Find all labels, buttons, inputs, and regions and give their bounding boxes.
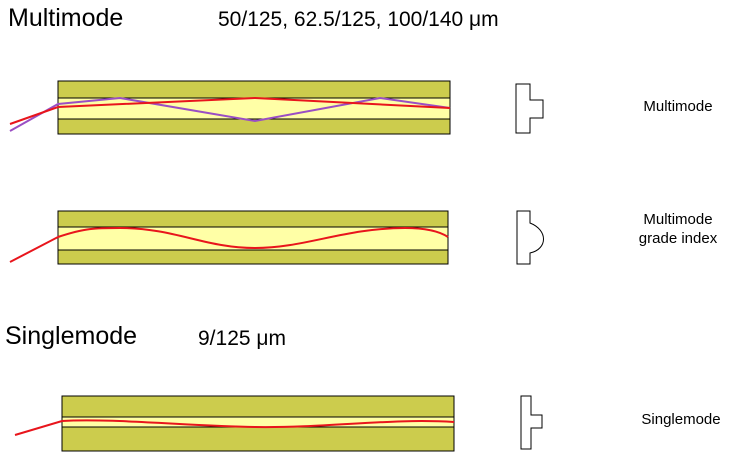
cladding-top	[58, 211, 448, 227]
multimode-graded-fiber	[9, 210, 449, 265]
core	[62, 417, 454, 427]
step-index-profile-icon	[515, 83, 544, 134]
singlemode-fiber	[14, 395, 455, 452]
singlemode-profile-icon	[520, 395, 543, 450]
singlemode-heading: Singlemode	[5, 322, 138, 350]
singlemode-label: Singlemode	[629, 410, 733, 429]
multimode-step-fiber	[9, 80, 451, 135]
core	[58, 227, 448, 250]
multimode-core-sizes: 50/125, 62.5/125, 100/140 μm	[218, 8, 499, 31]
label-line: Multimode	[643, 211, 713, 228]
multimode-graded-label: Multimode grade index	[615, 210, 741, 248]
cladding-bottom	[58, 119, 450, 134]
cladding-top	[62, 396, 454, 417]
singlemode-core-sizes: 9/125 μm	[198, 327, 286, 350]
ray-path-primary	[14, 419, 455, 436]
graded-index-profile-icon	[516, 210, 544, 265]
cladding-top	[58, 81, 450, 98]
multimode-step-label: Multimode	[628, 97, 728, 116]
core	[58, 98, 450, 119]
label-line: Singlemode	[641, 411, 721, 428]
label-line: grade index	[638, 230, 718, 247]
cladding-bottom	[58, 250, 448, 264]
cladding-bottom	[62, 427, 454, 451]
label-line: Multimode	[643, 98, 713, 115]
multimode-heading: Multimode	[8, 4, 124, 32]
ray-path-primary	[9, 96, 451, 125]
ray-path-secondary	[9, 96, 451, 132]
fiber-outline	[61, 395, 455, 452]
ray-path-primary	[9, 226, 449, 263]
